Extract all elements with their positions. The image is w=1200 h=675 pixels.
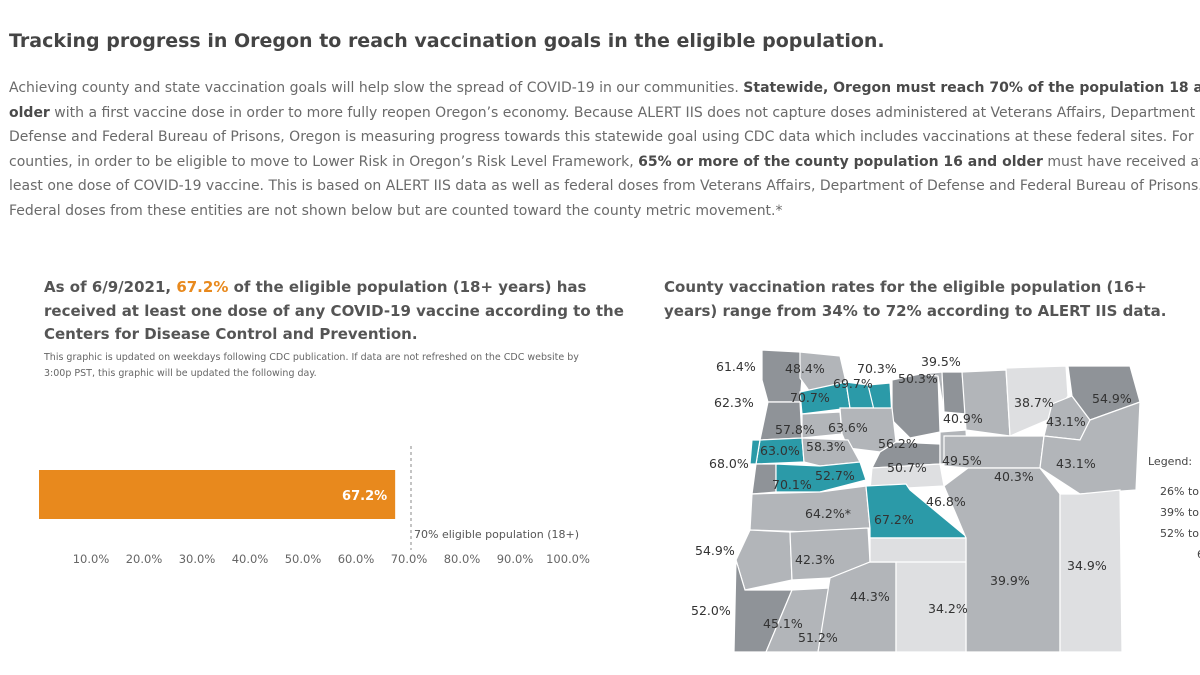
county-linn: [775, 461, 867, 493]
statewide-bar: [39, 470, 396, 519]
county-morrow: [961, 369, 1011, 437]
statewide-heading: As of 6/9/2021, 67.2% of the eligible po…: [44, 278, 624, 343]
county-rate-label: 57.8%: [775, 422, 815, 437]
county-rate-label: 52.7%: [815, 468, 855, 483]
county-rate-label: 45.1%: [763, 616, 803, 631]
x-tick-label: 70.0%: [391, 552, 428, 566]
county-rate-label: 58.3%: [806, 439, 846, 454]
bar-value-label: 67.2%: [342, 489, 387, 504]
county-rate-label: 50.7%: [887, 460, 927, 475]
x-tick-label: 100.0%: [546, 552, 590, 566]
county-rate-label: 38.7%: [1014, 395, 1054, 410]
legend-item: 26% to: [1160, 485, 1199, 498]
county-harney: [943, 467, 1061, 653]
county-rate-label: 69.7%: [833, 376, 873, 391]
county-rate-label: 70.7%: [790, 390, 830, 405]
page-title: Tracking progress in Oregon to reach vac…: [9, 30, 885, 52]
county-rate-label: 56.2%: [878, 436, 918, 451]
county-rate-label: 67.2%: [874, 512, 914, 527]
legend-item: 39% to: [1160, 506, 1199, 519]
county-rate-label: 50.3%: [898, 371, 938, 386]
x-tick-label: 40.0%: [232, 552, 269, 566]
county-rate-label: 40.3%: [994, 469, 1034, 484]
county-rate-label: 42.3%: [795, 552, 835, 567]
x-tick-label: 30.0%: [179, 552, 216, 566]
county-rate-label: 62.3%: [714, 395, 754, 410]
county-rate-label: 51.2%: [798, 630, 838, 645]
county-heading: County vaccination rates for the eligibl…: [664, 278, 1167, 320]
goal-reference-label: 70% eligible population (18+): [414, 528, 579, 541]
county-rate-label: 68.0%: [709, 456, 749, 471]
county-rate-label: 64.2%*: [805, 506, 851, 521]
oregon-county-map: 61.4% 48.4% 70.3% 39.5% 69.7% 50.3% 62.3% 70.7%…: [691, 349, 1141, 653]
county-rate-label: 54.9%: [695, 543, 735, 558]
legend-item: 6: [1197, 548, 1200, 561]
county-rate-label: 70.3%: [857, 361, 897, 376]
x-tick-label: 80.0%: [444, 552, 481, 566]
x-tick-label: 10.0%: [73, 552, 110, 566]
legend-title: Legend:: [1148, 455, 1193, 468]
county-rate-label: 43.1%: [1056, 456, 1096, 471]
county-klamath: [869, 537, 967, 653]
county-baker: [1039, 401, 1141, 495]
update-note: This graphic is updated on weekdays foll…: [44, 352, 579, 379]
county-rate-label: 40.9%: [943, 411, 983, 426]
x-axis-ticks: 10.0% 20.0% 30.0% 40.0% 50.0% 60.0% 70.0% 80.0%…: [73, 552, 590, 566]
x-tick-label: 90.0%: [497, 552, 534, 566]
legend-item: 52% to: [1160, 527, 1199, 540]
statewide-bar-chart: 67.2% 70% eligible population (18+) 10.0…: [39, 446, 590, 566]
county-rate-label: 52.0%: [691, 603, 731, 618]
county-rate-label: 39.5%: [921, 354, 961, 369]
county-rate-label: 54.9%: [1092, 391, 1132, 406]
x-tick-label: 20.0%: [126, 552, 163, 566]
x-tick-label: 50.0%: [285, 552, 322, 566]
county-rate-label: 39.9%: [990, 573, 1030, 588]
county-rate-label: 63.6%: [828, 420, 868, 435]
county-rate-label: 61.4%: [716, 359, 756, 374]
county-rate-label: 49.5%: [942, 453, 982, 468]
county-rate-label: 34.2%: [928, 601, 968, 616]
county-malheur: [1059, 489, 1123, 653]
county-rate-label: 43.1%: [1046, 414, 1086, 429]
county-labels: 61.4% 48.4% 70.3% 39.5% 69.7% 50.3% 62.3% 70.7%…: [691, 354, 1132, 645]
statewide-percent: 67.2%: [176, 278, 229, 296]
intro-paragraph: Achieving county and state vaccination g…: [9, 80, 1200, 219]
county-rate-label: 70.1%: [772, 477, 812, 492]
county-rate-label: 44.3%: [850, 589, 890, 604]
county-rate-label: 48.4%: [785, 361, 825, 376]
county-rate-label: 63.0%: [760, 443, 800, 458]
x-tick-label: 60.0%: [338, 552, 375, 566]
county-coos: [735, 529, 793, 591]
county-rate-label: 46.8%: [926, 494, 966, 509]
county-rate-label: 34.9%: [1067, 558, 1107, 573]
